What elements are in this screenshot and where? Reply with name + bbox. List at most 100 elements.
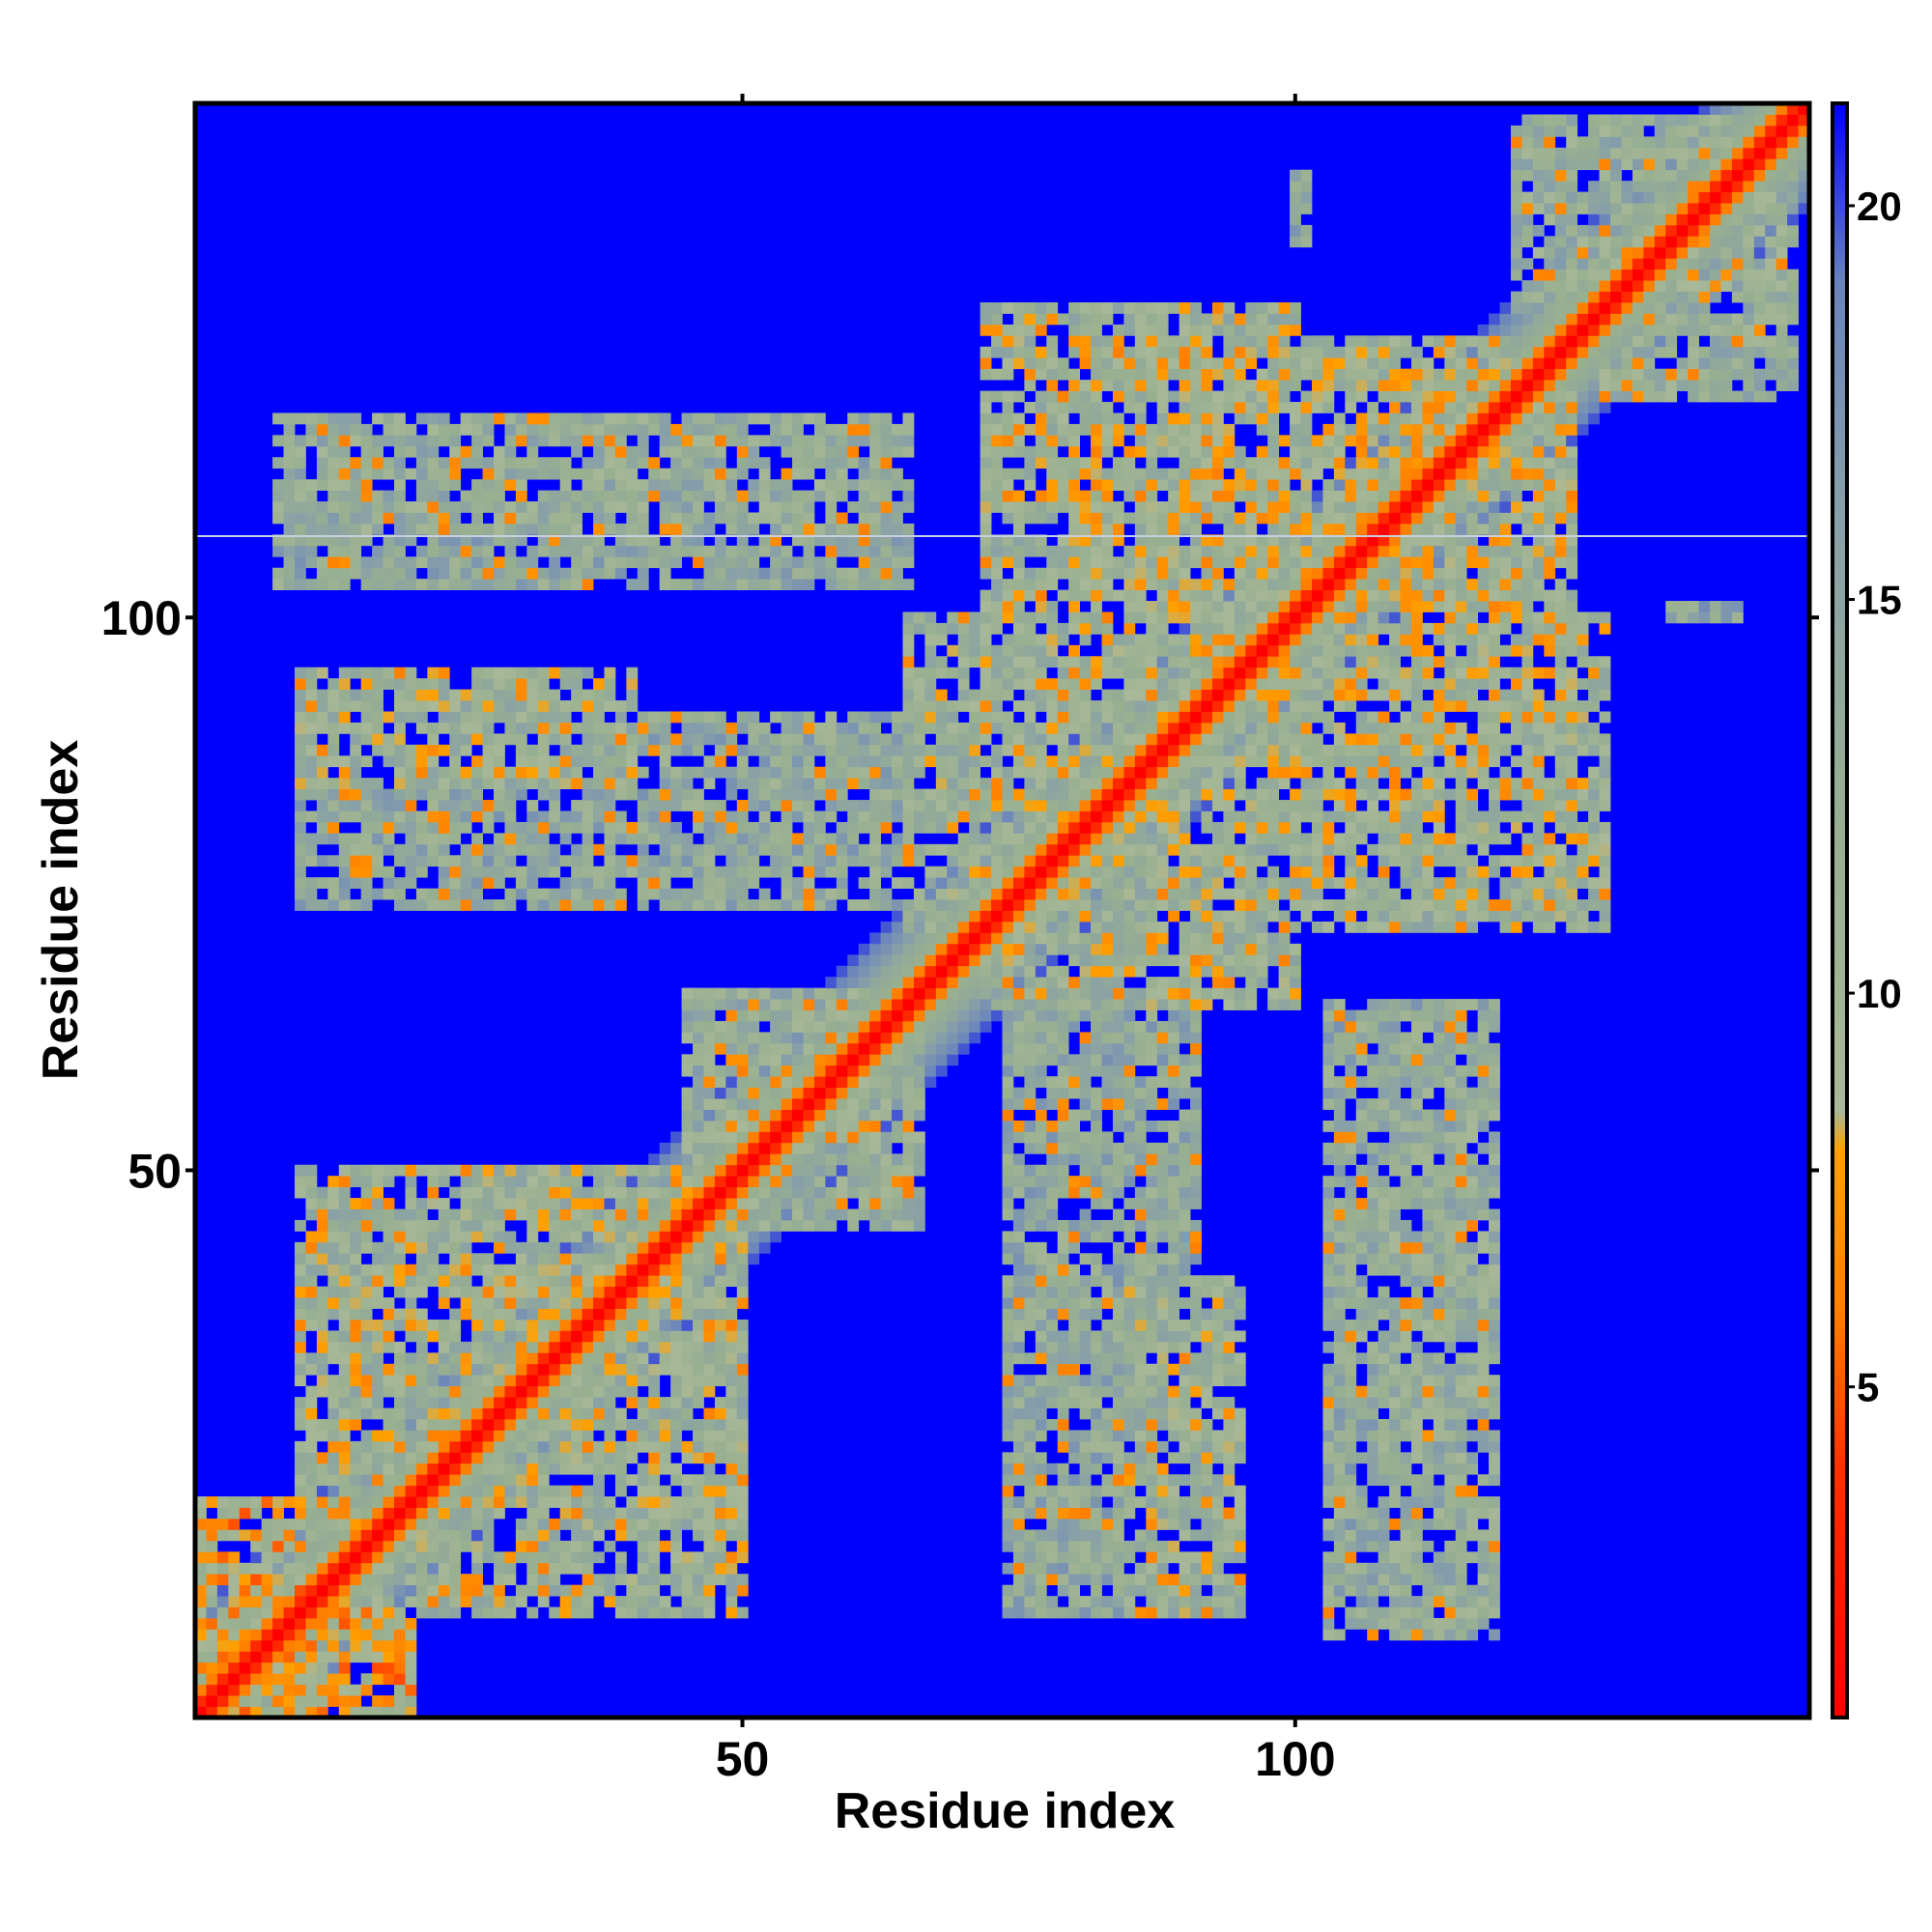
- heatmap-cell: [725, 744, 738, 756]
- heatmap-cell: [549, 1606, 561, 1619]
- heatmap-cell: [283, 1617, 296, 1630]
- heatmap-cell: [902, 1186, 915, 1199]
- heatmap-cell: [792, 423, 804, 436]
- heatmap-cell: [460, 899, 472, 911]
- heatmap-cell: [637, 744, 649, 756]
- heatmap-cell: [880, 788, 893, 801]
- heatmap-cell: [1057, 1186, 1069, 1199]
- heatmap-cell: [758, 1219, 771, 1232]
- heatmap-cell: [526, 1540, 539, 1552]
- heatmap-cell: [305, 1684, 318, 1696]
- heatmap-cell: [803, 711, 815, 724]
- heatmap-cell: [980, 910, 992, 923]
- heatmap-cell: [272, 1695, 284, 1707]
- heatmap-cell: [924, 987, 937, 1000]
- heatmap-cell: [748, 744, 760, 756]
- heatmap-cell: [902, 788, 915, 801]
- heatmap-cell: [316, 1507, 328, 1520]
- heatmap-cell: [1012, 1397, 1025, 1408]
- heatmap-cell: [758, 512, 771, 525]
- heatmap-cell: [438, 1319, 450, 1331]
- heatmap-cell: [405, 1551, 417, 1564]
- heatmap-cell: [825, 855, 838, 867]
- heatmap-cell: [1046, 412, 1059, 425]
- heatmap-cell: [1057, 1518, 1069, 1530]
- heatmap-cell: [736, 1253, 749, 1265]
- heatmap-cell: [582, 1485, 594, 1497]
- heatmap-cell: [659, 1176, 671, 1188]
- heatmap-cell: [316, 556, 328, 569]
- heatmap-cell: [549, 1253, 561, 1265]
- heatmap-cell: [206, 1706, 218, 1719]
- heatmap-cell: [626, 1297, 639, 1309]
- heatmap-cell: [980, 800, 992, 811]
- heatmap-cell: [1046, 1164, 1059, 1177]
- heatmap-cell: [991, 490, 1003, 502]
- heatmap-cell: [626, 1440, 639, 1453]
- heatmap-cell: [626, 700, 639, 712]
- heatmap-cell: [272, 1706, 284, 1719]
- heatmap-cell: [338, 1629, 351, 1641]
- heatmap-cell: [1046, 1463, 1059, 1475]
- heatmap-cell: [582, 1606, 594, 1619]
- heatmap-cell: [957, 1020, 970, 1033]
- heatmap-cell: [295, 1562, 306, 1575]
- heatmap-cell: [659, 1308, 671, 1321]
- heatmap-cell: [195, 1651, 207, 1663]
- heatmap-cell: [338, 412, 351, 425]
- heatmap-cell: [781, 412, 793, 425]
- heatmap-cell: [736, 1076, 749, 1089]
- heatmap-cell: [449, 722, 462, 734]
- heatmap-cell: [360, 1639, 373, 1652]
- heatmap-cell: [781, 545, 793, 557]
- heatmap-cell: [1046, 1330, 1059, 1343]
- heatmap-cell: [1046, 380, 1059, 391]
- heatmap-cell: [405, 788, 417, 801]
- heatmap-cell: [847, 954, 860, 967]
- heatmap-cell: [1002, 1562, 1014, 1575]
- heatmap-cell: [549, 1485, 561, 1497]
- heatmap-cell: [725, 412, 738, 425]
- heatmap-cell: [427, 445, 440, 458]
- heatmap-cell: [1012, 435, 1025, 447]
- heatmap-cell: [1024, 1253, 1037, 1265]
- heatmap-cell: [1046, 302, 1059, 314]
- heatmap-cell: [494, 1606, 505, 1619]
- heatmap-cell: [438, 1375, 450, 1387]
- heatmap-cell: [295, 1529, 306, 1542]
- heatmap-cell: [980, 357, 992, 370]
- heatmap-cell: [836, 479, 848, 491]
- heatmap-cell: [991, 810, 1003, 823]
- heatmap-cell: [383, 1606, 395, 1619]
- heatmap-cell: [748, 567, 760, 580]
- heatmap-cell: [338, 445, 351, 458]
- heatmap-cell: [670, 711, 682, 724]
- heatmap-cell: [614, 766, 627, 779]
- heatmap-cell: [1012, 866, 1025, 878]
- heatmap-cell: [216, 1551, 229, 1564]
- heatmap-cell: [825, 766, 838, 779]
- heatmap-cell: [449, 755, 462, 768]
- heatmap-cell: [803, 999, 815, 1010]
- heatmap-cell: [494, 579, 505, 590]
- heatmap-cell: [935, 755, 948, 768]
- heatmap-cell: [1046, 800, 1059, 811]
- heatmap-cell: [659, 1574, 671, 1586]
- heatmap-cell: [693, 1375, 704, 1387]
- heatmap-cell: [216, 1695, 229, 1707]
- heatmap-cell: [515, 1275, 527, 1288]
- heatmap-cell: [1012, 335, 1025, 348]
- heatmap-cell: [283, 1496, 296, 1508]
- heatmap-cell: [427, 556, 440, 569]
- heatmap-cell: [604, 1430, 616, 1442]
- heatmap-cell: [980, 999, 992, 1010]
- heatmap-cell: [1024, 368, 1037, 381]
- heatmap-cell: [593, 1452, 605, 1464]
- heatmap-cell: [338, 1452, 351, 1464]
- heatmap-cell: [957, 999, 970, 1010]
- heatmap-cell: [350, 1606, 362, 1619]
- heatmap-cell: [670, 1208, 682, 1221]
- heatmap-cell: [803, 1120, 815, 1132]
- heatmap-cell: [604, 1208, 616, 1221]
- heatmap-cell: [350, 1518, 362, 1530]
